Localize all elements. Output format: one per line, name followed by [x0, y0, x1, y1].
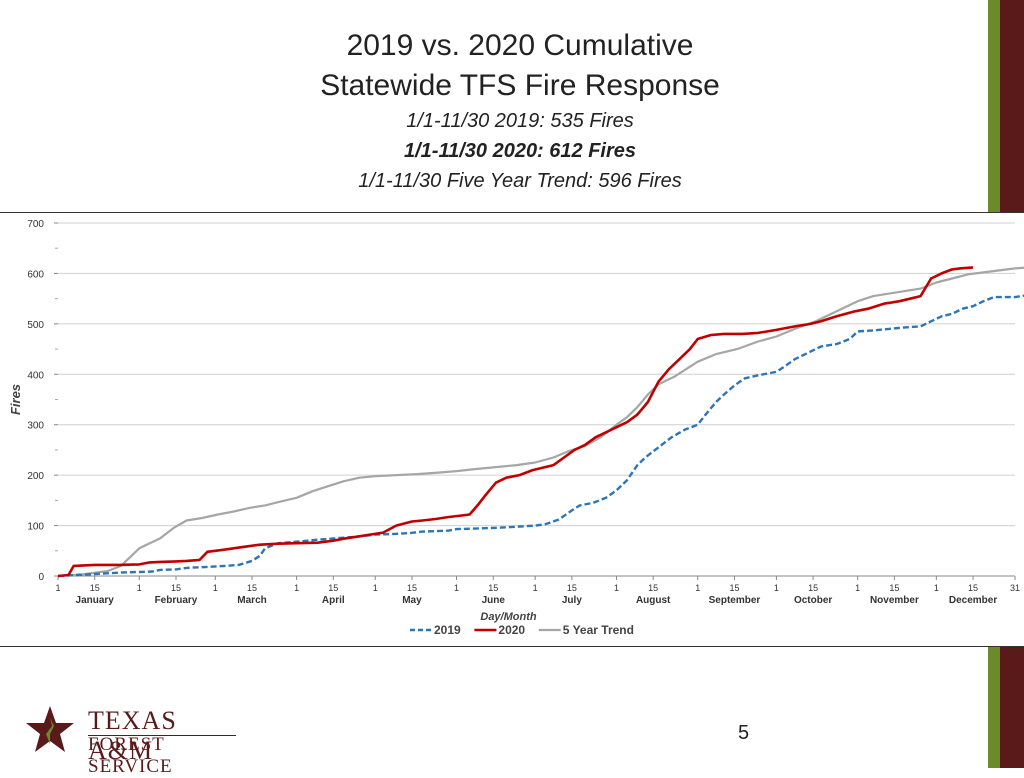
title-line-2: Statewide TFS Fire Response: [320, 69, 720, 102]
subtitle-2019: 1/1-11/30 2019: 535 Fires: [406, 110, 634, 132]
month-label: March: [237, 595, 266, 606]
legend-entry: 2019: [434, 623, 461, 637]
accent-bar-bottom: [988, 646, 1024, 768]
slide-title-block: 2019 vs. 2020 Cumulative Statewide TFS F…: [220, 26, 820, 196]
subtitle-2020: 1/1-11/30 2020: 612 Fires: [403, 140, 637, 162]
x-tick-label: 15: [968, 583, 978, 593]
month-label: July: [562, 595, 582, 606]
x-tick-label: 15: [407, 583, 417, 593]
y-tick-label: 0: [38, 572, 44, 583]
y-tick-label: 200: [27, 471, 44, 482]
month-label: September: [709, 595, 761, 606]
y-tick-label: 100: [27, 522, 44, 533]
x-tick-label: 1: [294, 583, 299, 593]
y-tick-label: 600: [27, 269, 44, 280]
subtitle-trend: 1/1-11/30 Five Year Trend: 596 Fires: [358, 170, 682, 192]
x-tick-label: 15: [247, 583, 257, 593]
x-tick-label: 15: [567, 583, 577, 593]
month-label: June: [482, 595, 506, 606]
accent-bar-top: [988, 0, 1024, 213]
x-tick-label: 1: [533, 583, 538, 593]
y-axis-label: Fires: [8, 384, 23, 415]
logo-line-1: TEXAS A&M: [88, 706, 177, 765]
month-label: April: [322, 595, 345, 606]
x-tick-label: 15: [90, 583, 100, 593]
x-tick-label: 31: [1010, 583, 1020, 593]
x-tick-label: 15: [488, 583, 498, 593]
y-tick-label: 500: [27, 320, 44, 331]
x-tick-label: 15: [729, 583, 739, 593]
month-label: November: [870, 595, 919, 606]
y-tick-label: 700: [27, 219, 44, 230]
x-tick-label: 15: [808, 583, 818, 593]
x-tick-label: 15: [889, 583, 899, 593]
x-tick-label: 1: [695, 583, 700, 593]
logo-line-2: FOREST SERVICE: [88, 734, 173, 777]
legend-entry: 5 Year Trend: [563, 623, 634, 637]
y-tick-label: 400: [27, 370, 44, 381]
x-tick-label: 1: [855, 583, 860, 593]
series-line-5-year-trend: [57, 266, 1024, 578]
texas-am-forest-service-logo: TEXAS A&M FOREST SERVICE: [24, 704, 244, 777]
page-number: 5: [738, 722, 750, 744]
x-tick-label: 1: [373, 583, 378, 593]
x-tick-label: 1: [934, 583, 939, 593]
series-line-2019: [57, 294, 1024, 578]
x-axis-label: Day/Month: [480, 611, 537, 623]
month-label: January: [76, 595, 115, 606]
x-tick-label: 15: [648, 583, 658, 593]
chart-top-rule: [0, 212, 1024, 213]
legend-entry: 2020: [498, 623, 525, 637]
month-label: October: [794, 595, 832, 606]
x-tick-label: 1: [55, 583, 60, 593]
x-tick-label: 1: [614, 583, 619, 593]
x-tick-label: 1: [213, 583, 218, 593]
x-tick-label: 1: [137, 583, 142, 593]
x-tick-label: 15: [328, 583, 338, 593]
x-tick-label: 15: [171, 583, 181, 593]
month-label: December: [949, 595, 997, 606]
x-tick-label: 1: [774, 583, 779, 593]
title-line-1: 2019 vs. 2020 Cumulative: [346, 29, 694, 62]
chart-bottom-rule: [0, 646, 1024, 647]
x-tick-label: 1: [454, 583, 459, 593]
month-label: August: [636, 595, 671, 606]
series-line-2020: [57, 266, 974, 578]
month-label: February: [155, 595, 198, 606]
month-label: May: [402, 595, 422, 606]
y-tick-label: 300: [27, 421, 44, 432]
star-icon: [26, 706, 74, 752]
